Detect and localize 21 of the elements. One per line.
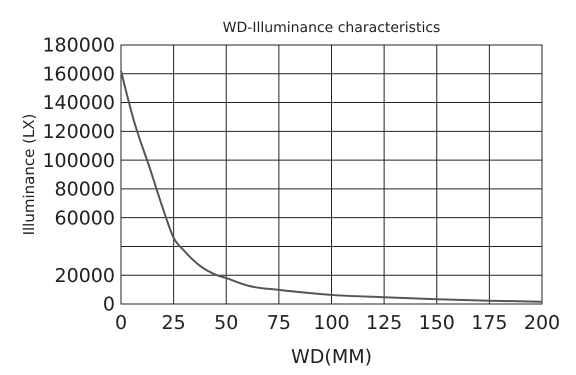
x-tick-label: 200 bbox=[524, 312, 560, 334]
y-tick-label: 100000 bbox=[42, 150, 115, 172]
y-tick-label: 20000 bbox=[54, 264, 115, 287]
y-tick-label: 120000 bbox=[42, 120, 115, 143]
x-tick-label: 50 bbox=[214, 312, 238, 334]
x-tick-label: 100 bbox=[313, 312, 350, 334]
y-axis-title: Illuminance (LX) bbox=[20, 114, 38, 236]
y-tick-label: 140000 bbox=[42, 92, 115, 114]
y-tick-label: 60000 bbox=[54, 207, 115, 230]
x-tick-label: 150 bbox=[418, 312, 455, 334]
y-tick-label: 80000 bbox=[54, 178, 115, 201]
y-tick-label: 0 bbox=[102, 294, 115, 316]
x-tick-label: 25 bbox=[162, 312, 186, 334]
x-axis-title: WD(MM) bbox=[290, 346, 372, 368]
x-tick-label: 175 bbox=[471, 312, 508, 334]
y-tick-label: 160000 bbox=[42, 63, 115, 86]
x-tick-label: 75 bbox=[266, 312, 291, 334]
y-tick-label: 180000 bbox=[42, 34, 115, 57]
chart-title: WD-Illuminance characteristics bbox=[222, 20, 440, 36]
line-series bbox=[120, 70, 543, 303]
x-tick-label: 125 bbox=[366, 312, 402, 334]
